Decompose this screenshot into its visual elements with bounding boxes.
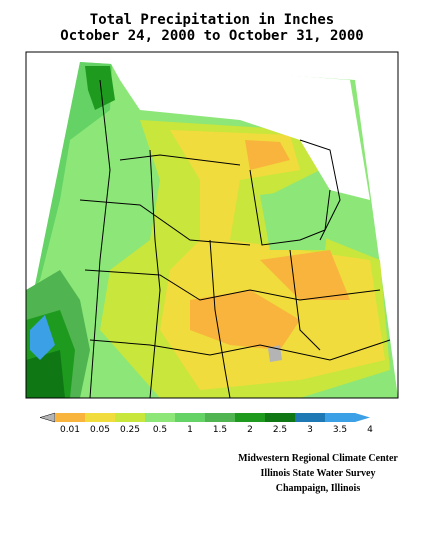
legend-swatch bbox=[205, 413, 235, 422]
legend-label: 1 bbox=[187, 425, 193, 435]
legend-label: 0.05 bbox=[90, 425, 110, 435]
title: Total Precipitation in Inches bbox=[90, 12, 334, 28]
legend-label: 0.5 bbox=[153, 425, 167, 435]
credit: Champaign, Illinois bbox=[276, 483, 361, 494]
map bbox=[25, 51, 399, 399]
legend-swatch bbox=[85, 413, 115, 422]
legend-swatch bbox=[325, 413, 355, 422]
credit: Illinois State Water Survey bbox=[261, 468, 376, 479]
legend-swatch bbox=[175, 413, 205, 422]
legend-swatch bbox=[115, 413, 145, 422]
legend-label: 1.5 bbox=[213, 425, 227, 435]
legend: 0.01 0.05 0.25 0.5 1 1.5 2 2.5 3 3.5 4 bbox=[39, 412, 373, 435]
legend-swatch bbox=[235, 413, 265, 422]
legend-swatch bbox=[55, 413, 85, 422]
credit: Midwestern Regional Climate Center bbox=[238, 453, 398, 464]
legend-label: 4 bbox=[367, 425, 373, 435]
legend-swatch bbox=[265, 413, 295, 422]
legend-label: 3.5 bbox=[333, 425, 347, 435]
subtitle: October 24, 2000 to October 31, 2000 bbox=[60, 28, 363, 44]
legend-label: 0.25 bbox=[120, 425, 140, 435]
legend-label: 2.5 bbox=[273, 425, 287, 435]
legend-label: 0.01 bbox=[60, 425, 80, 435]
legend-swatch bbox=[295, 413, 325, 422]
legend-swatch bbox=[145, 413, 175, 422]
legend-label: 2 bbox=[247, 425, 253, 435]
legend-below bbox=[39, 412, 56, 423]
legend-label: 3 bbox=[307, 425, 313, 435]
legend-above bbox=[355, 413, 370, 422]
